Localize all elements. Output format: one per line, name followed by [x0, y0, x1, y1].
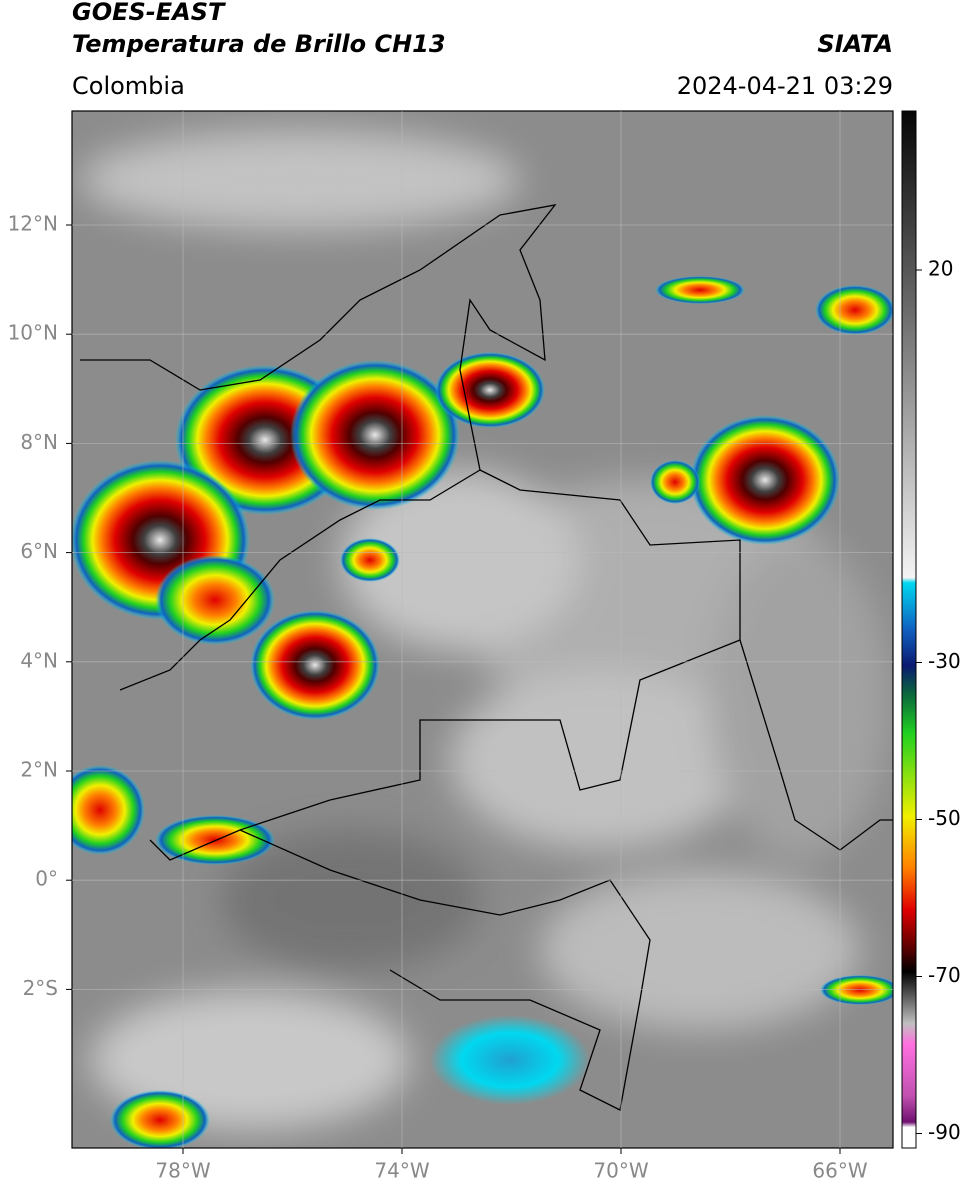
title: GOES-EAST — [72, 0, 226, 26]
lat-label: 0° — [35, 867, 58, 891]
map-frame — [71, 110, 894, 1149]
lat-label: 8°N — [20, 430, 58, 454]
region: Colombia — [72, 72, 185, 100]
lon-label: 70°W — [593, 1159, 648, 1183]
satellite-image — [72, 111, 893, 1148]
title: Temperatura de Brillo CH13 — [72, 30, 446, 58]
colorbar-label: -30 — [928, 649, 961, 673]
colorbar — [901, 110, 917, 1149]
lat-label: 2°N — [20, 758, 58, 782]
colorbar-label: -90 — [928, 1120, 961, 1144]
lon-label: 78°W — [155, 1159, 210, 1183]
colorbar-label: -70 — [928, 963, 961, 987]
source: SIATA — [817, 30, 893, 58]
lat-label: 6°N — [20, 539, 58, 563]
datetime: 2024-04-21 03:29 — [677, 72, 893, 100]
lon-label: 74°W — [374, 1159, 429, 1183]
graticule — [72, 111, 893, 1148]
colorbar-label: 20 — [928, 257, 953, 281]
lat-label: 2°S — [23, 976, 58, 1000]
lat-label: 10°N — [8, 321, 58, 345]
lat-label: 4°N — [20, 648, 58, 672]
colorbar-label: -50 — [928, 806, 961, 830]
lon-label: 66°W — [812, 1159, 867, 1183]
lat-label: 12°N — [8, 212, 58, 236]
